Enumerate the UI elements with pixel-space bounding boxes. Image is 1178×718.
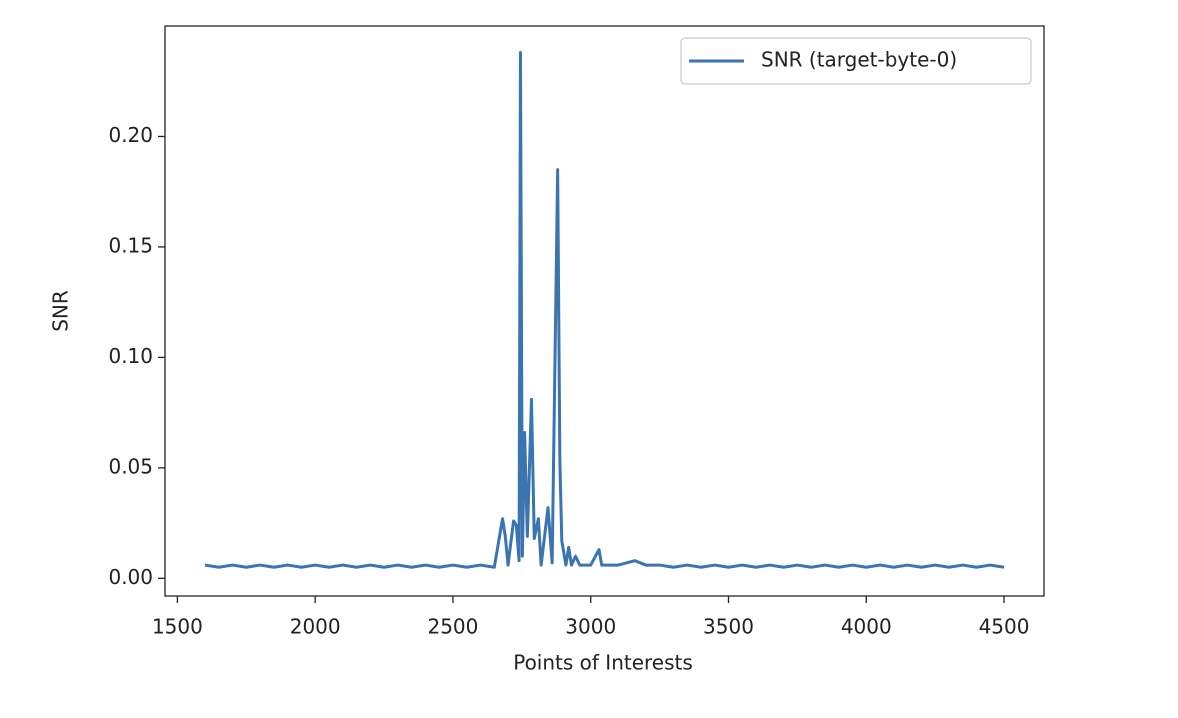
- x-tick-label: 2500: [427, 615, 478, 639]
- y-tick-label: 0.00: [108, 565, 153, 589]
- x-tick-label: 3500: [703, 615, 754, 639]
- data-line: [204, 51, 1005, 569]
- plot-frame: [164, 25, 1045, 597]
- y-tick-label: 0.20: [108, 123, 153, 147]
- x-tick-label: 4000: [841, 615, 892, 639]
- y-axis-label: SNR: [49, 290, 73, 332]
- legend-label: SNR (target-byte-0): [761, 48, 957, 72]
- x-tick-label: 4500: [979, 615, 1030, 639]
- y-tick-label: 0.10: [108, 344, 153, 368]
- y-tick-label: 0.05: [108, 454, 153, 478]
- legend-box: [680, 37, 1032, 85]
- x-tick-label: 1500: [152, 615, 203, 639]
- y-tick-label: 0.15: [108, 233, 153, 257]
- x-axis-label: Points of Interests: [513, 651, 693, 675]
- x-tick-label: 2000: [290, 615, 341, 639]
- x-tick-label: 3000: [565, 615, 616, 639]
